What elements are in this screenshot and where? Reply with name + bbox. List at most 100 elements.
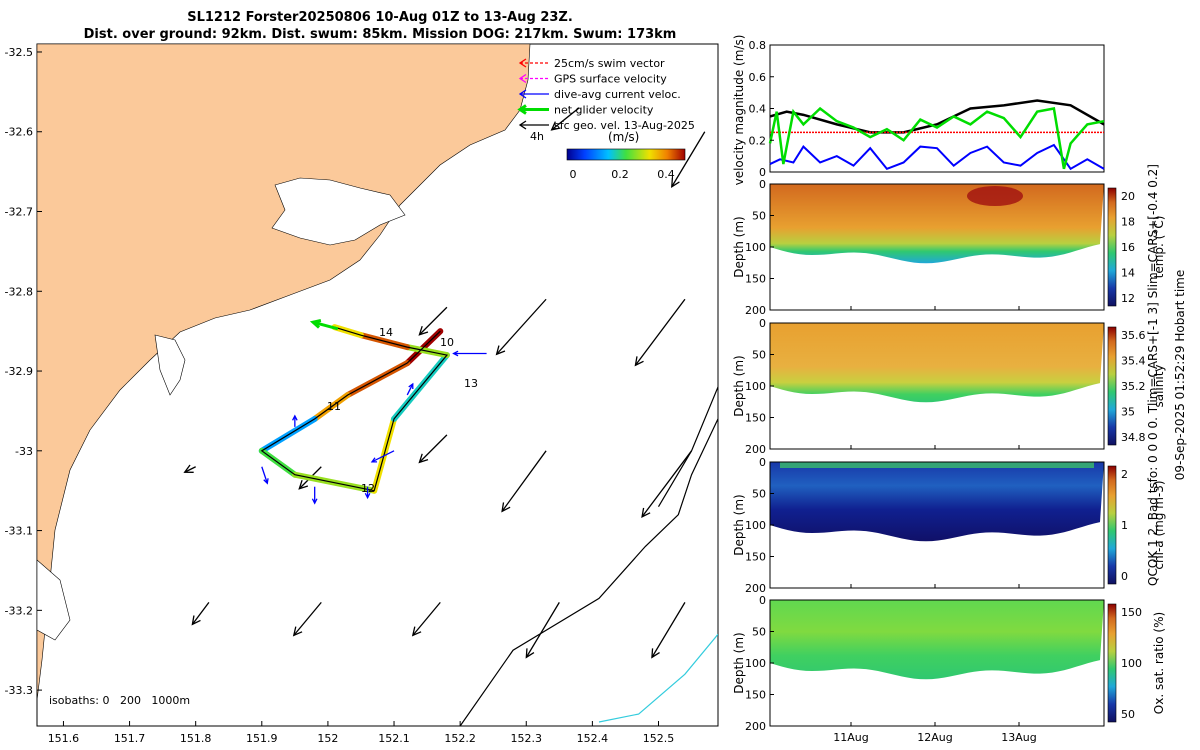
- velocity-ylabel: velocity magnitude (m/s): [732, 35, 746, 186]
- map-ytick-label: -33.3: [5, 684, 33, 697]
- legend-label: GPS surface velocity: [554, 73, 667, 86]
- geo-velocity-arrow: [671, 131, 706, 188]
- time-label-13aug: 13Aug: [1001, 731, 1036, 744]
- title-line-1: SL1212 Forster20250806 10-Aug 01Z to 13-…: [187, 10, 573, 25]
- section-colorbar: [1107, 603, 1117, 723]
- vel-ytick-label: 0.2: [749, 134, 767, 147]
- legend-label: 25cm/s swim vector: [554, 57, 665, 70]
- map-xtick-label: 151.9: [246, 732, 278, 745]
- cbar-tick-1: 0.2: [611, 168, 629, 181]
- map-xtick-label: 152.5: [643, 732, 675, 745]
- section-ytick-label: 100: [745, 657, 766, 670]
- warm-core: [967, 186, 1023, 206]
- geo-velocity-arrow: [495, 298, 547, 356]
- colorbar-tick: 1: [1121, 519, 1128, 532]
- section-panel-temp: 0 50 100 150 200 Depth (m) 20 18 16 14 12 temp. (°C…: [732, 178, 1166, 317]
- day-label-13: 13: [464, 377, 478, 390]
- right-note-line1: 09-Sep-2025 01:52:29 Hobart time: [1173, 270, 1187, 481]
- colorbar-tick: 35.2: [1121, 380, 1146, 393]
- colorbar-tick: 35.6: [1121, 329, 1146, 342]
- map-ytick-label: -32.8: [5, 285, 33, 298]
- section-ytick-label: 100: [745, 519, 766, 532]
- section-ytick-label: 200: [745, 443, 766, 456]
- geo-velocity-arrow: [418, 434, 448, 464]
- legend-label: dive-avg current veloc.: [554, 88, 681, 101]
- colorbar-tick: 35: [1121, 406, 1135, 419]
- geo-velocity-arrow: [411, 601, 441, 637]
- section-panel-chla: 0 50 100 150 200 Depth (m) 2 1 0 chl-a (mg m-3): [732, 456, 1166, 595]
- section-ytick-label: 50: [752, 210, 766, 223]
- vel-ytick-label: 0.4: [749, 103, 767, 116]
- legend-entry: sfc geo. vel. 13-Aug-2025: [518, 119, 695, 132]
- geo-velocity-arrow: [634, 298, 686, 367]
- legend-entry: GPS surface velocity: [518, 73, 667, 86]
- section-field: [770, 462, 1104, 542]
- geo-velocity-arrow: [191, 601, 210, 626]
- section-ytick-label: 150: [745, 551, 766, 564]
- section-ytick-label: 150: [745, 412, 766, 425]
- day-label-14: 14: [379, 326, 393, 339]
- map-ytick-label: -33.2: [5, 604, 33, 617]
- geo-velocity-arrow: [501, 450, 547, 513]
- dive-avg-arrow: [452, 350, 487, 357]
- velocity-panel: 0 0.2 0.4 0.6 0.8 velocity magnitude (m/s): [732, 35, 1105, 186]
- estuary-2: [37, 559, 71, 641]
- map-xtick-label: 151.7: [114, 732, 146, 745]
- colorbar-tick: 0: [1121, 570, 1128, 583]
- vel-ytick-label: 0.8: [749, 39, 767, 52]
- land-mass: [37, 44, 531, 701]
- geo-velocity-arrow: [292, 601, 322, 637]
- isobath-1000: [598, 633, 718, 723]
- legend-label: sfc geo. vel. 13-Aug-2025: [554, 119, 695, 132]
- cbar-tick-2: 0.4: [657, 168, 675, 181]
- section-colorbar: [1107, 187, 1117, 307]
- section-ytick-label: 100: [745, 380, 766, 393]
- colorbar-label: Ox. sat. ratio (%): [1152, 612, 1166, 714]
- section-ytick-label: 200: [745, 304, 766, 317]
- colorbar-tick: 2: [1121, 468, 1128, 481]
- day-label-10: 10: [440, 336, 454, 349]
- section-colorbar: [1107, 465, 1117, 585]
- vel-ytick-label: 0.6: [749, 71, 767, 84]
- geo-velocity-arrow: [183, 464, 196, 473]
- colorbar-tick: 16: [1121, 241, 1135, 254]
- glider-track-line: [260, 326, 449, 492]
- colorbar-tick: 18: [1121, 216, 1135, 229]
- colorbar-tick: 12: [1121, 292, 1135, 305]
- colorbar-tick: 50: [1121, 708, 1135, 721]
- section-ytick-label: 0: [759, 317, 766, 330]
- section-ylabel: Depth (m): [732, 494, 746, 555]
- section-ytick-label: 200: [745, 720, 766, 733]
- map-xtick-label: 152: [317, 732, 338, 745]
- title-line-2: Dist. over ground: 92km. Dist. swum: 85k…: [83, 27, 677, 42]
- dive-avg-arrow: [261, 466, 269, 485]
- section-panel-salinity: 0 50 100 150 200 Depth (m) 35.6 35.4 35.2 35 34.8 s…: [732, 317, 1166, 456]
- map-ytick-label: -32.6: [5, 126, 33, 139]
- section-ytick-label: 0: [759, 456, 766, 469]
- colorbar-tick: 20: [1121, 190, 1135, 203]
- section-ytick-label: 150: [745, 689, 766, 702]
- legend-entry: 25cm/s swim vector: [518, 57, 665, 70]
- section-ytick-label: 0: [759, 594, 766, 607]
- cbar-tick-0: 0: [570, 168, 577, 181]
- map-legend: 25cm/s swim vector GPS surface velocity di…: [517, 57, 695, 132]
- day-label-12: 12: [361, 482, 375, 495]
- net-glider-arrow: [309, 319, 339, 331]
- section-colorbar: [1107, 326, 1117, 446]
- colorbar-tick: 35.4: [1121, 355, 1146, 368]
- geo-velocity-arrow: [550, 107, 580, 131]
- section-field: [770, 184, 1104, 264]
- section-field: [770, 600, 1104, 680]
- colorbar-tick: 150: [1121, 606, 1142, 619]
- map-ytick-label: -32.9: [5, 365, 33, 378]
- map-xtick-label: 151.6: [48, 732, 80, 745]
- legend-entry: net glider velocity: [517, 104, 654, 117]
- colorbar-tick: 34.8: [1121, 431, 1146, 444]
- velocity-series-black: [769, 99, 1105, 134]
- dive-avg-arrow: [311, 486, 318, 505]
- dive-avg-arrow: [370, 450, 395, 463]
- geo-velocity-arrow: [418, 306, 448, 336]
- colorbar-label: chl-a (mg m-3): [1152, 480, 1166, 569]
